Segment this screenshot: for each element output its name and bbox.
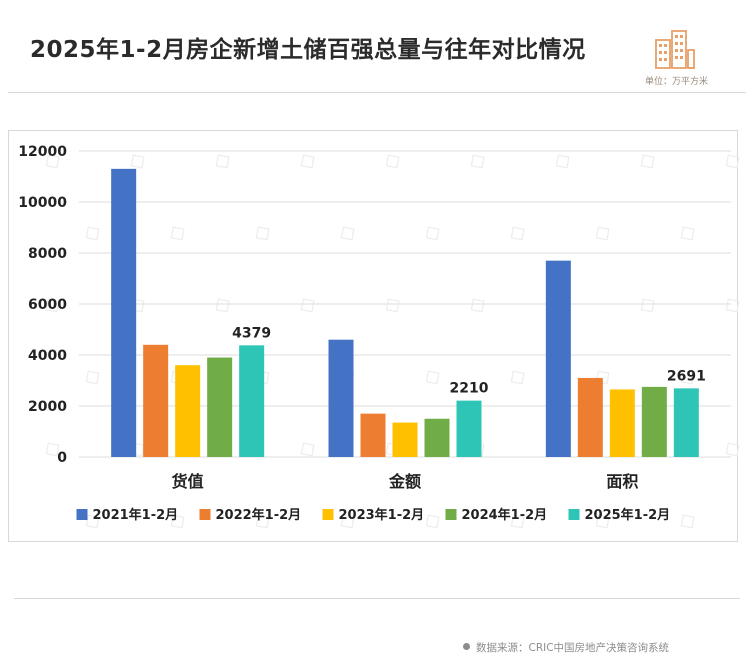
bullet-icon [463, 643, 470, 650]
watermark-mark: ◇ [293, 146, 321, 176]
watermark-mark: ◇ [333, 218, 361, 248]
bar [456, 400, 482, 457]
bar [673, 388, 699, 457]
watermark-mark: ◇ [673, 218, 701, 248]
bar [360, 413, 386, 457]
data-label: 4379 [232, 325, 271, 341]
watermark-mark: ◇ [248, 218, 276, 248]
bar [577, 377, 603, 457]
watermark-mark: ◇ [633, 146, 661, 176]
data-label: 2691 [667, 368, 706, 384]
legend-swatch [568, 509, 580, 520]
bar [175, 365, 201, 457]
data-label: 2210 [450, 381, 489, 397]
header-divider [8, 92, 746, 93]
watermark-mark: ◇ [208, 290, 236, 320]
x-tick-label: 货值 [172, 472, 204, 491]
watermark-mark: ◇ [718, 434, 739, 464]
watermark-mark: ◇ [503, 362, 531, 392]
page-title: 2025年1-2月房企新增土储百强总量与往年对比情况 [30, 37, 586, 63]
legend-swatch [322, 509, 334, 520]
watermark-mark: ◇ [418, 362, 446, 392]
data-source: 数据来源：CRIC中国房地产决策咨询系统 [463, 640, 669, 655]
city-buildings-icon [655, 30, 695, 69]
legend-swatch [76, 509, 88, 520]
watermark-mark: ◇ [503, 218, 531, 248]
y-tick-label: 4000 [28, 348, 67, 364]
y-tick-label: 6000 [28, 297, 67, 313]
watermark-mark: ◇ [633, 290, 661, 320]
legend-label: 2021年1-2月 [93, 507, 179, 523]
bar [392, 422, 418, 457]
bar [143, 344, 169, 457]
y-tick-label: 8000 [28, 246, 67, 262]
watermark-mark: ◇ [378, 146, 406, 176]
watermark-mark: ◇ [588, 218, 616, 248]
legend-label: 2023年1-2月 [339, 507, 425, 523]
data-source-text: 数据来源：CRIC中国房地产决策咨询系统 [476, 642, 670, 654]
legend: 2021年1-2月 2022年1-2月 2023年1-2月 2024年1-2月 2025… [76, 507, 671, 523]
watermark-mark: ◇ [418, 218, 446, 248]
watermark-mark: ◇ [293, 434, 321, 464]
legend-label: 2022年1-2月 [216, 507, 302, 523]
bar [239, 345, 265, 457]
y-tick-label: 0 [57, 450, 67, 466]
watermark-mark: ◇ [208, 146, 236, 176]
x-tick-label: 金额 [388, 472, 421, 491]
bar [328, 339, 354, 457]
watermark-mark: ◇ [78, 362, 106, 392]
y-axis: 0 2000 4000 6000 8000 10000 12000 [18, 144, 67, 466]
x-tick-label: 面积 [606, 472, 638, 491]
watermark-mark: ◇ [548, 146, 576, 176]
y-tick-label: 12000 [18, 144, 67, 160]
watermark-mark: ◇ [78, 218, 106, 248]
bar [207, 357, 233, 457]
watermark-mark: ◇ [718, 290, 739, 320]
watermark-mark: ◇ [673, 506, 701, 536]
bar [609, 389, 635, 457]
bar [111, 168, 137, 457]
watermark-mark: ◇ [293, 290, 321, 320]
y-tick-label: 2000 [28, 399, 67, 415]
bar [424, 418, 450, 457]
y-tick-label: 10000 [18, 195, 67, 211]
bar [545, 260, 571, 457]
legend-swatch [445, 509, 457, 520]
watermark-mark: ◇ [463, 290, 491, 320]
legend-label: 2024年1-2月 [462, 507, 548, 523]
x-axis: 货值 金额 面积 [172, 472, 639, 491]
watermark-mark: ◇ [163, 218, 191, 248]
watermark-mark: ◇ [463, 146, 491, 176]
bar-chart: ◇ ◇ ◇ ◇ ◇ ◇ ◇ ◇ ◇◇ ◇ ◇ ◇ ◇ ◇ ◇ ◇◇ ◇ ◇ ◇ ◇ ◇ ◇ ◇◇ ◇ ◇ ◇ ◇◇ ◇ ◇ ◇ ◇◇ ◇ ◇ ◇ ◇… [18, 144, 739, 536]
footer-divider [14, 598, 740, 599]
bar [641, 386, 667, 457]
legend-label: 2025年1-2月 [585, 507, 671, 523]
unit-label: 单位：万平方米 [645, 77, 709, 87]
watermark-mark: ◇ [718, 146, 739, 176]
bars [111, 168, 699, 457]
legend-swatch [199, 509, 211, 520]
chart-panel: ◇ ◇ ◇ ◇ ◇ ◇ ◇ ◇ ◇ ◇ ◇ ◇ ◇ ◇ ◇ ◇ ◇ ◇ ◇ ◇ ◇ ◇ ◇ ◇ ◇ ◇ ◇ ◇ ◇ ◇ ◇ ◇ ◇ ◇ ◇ ◇ ◇ ◇ ◇ ◇… [8, 130, 739, 542]
data-labels: 4379 2210 2691 [232, 325, 706, 396]
watermark-mark: ◇ [378, 290, 406, 320]
